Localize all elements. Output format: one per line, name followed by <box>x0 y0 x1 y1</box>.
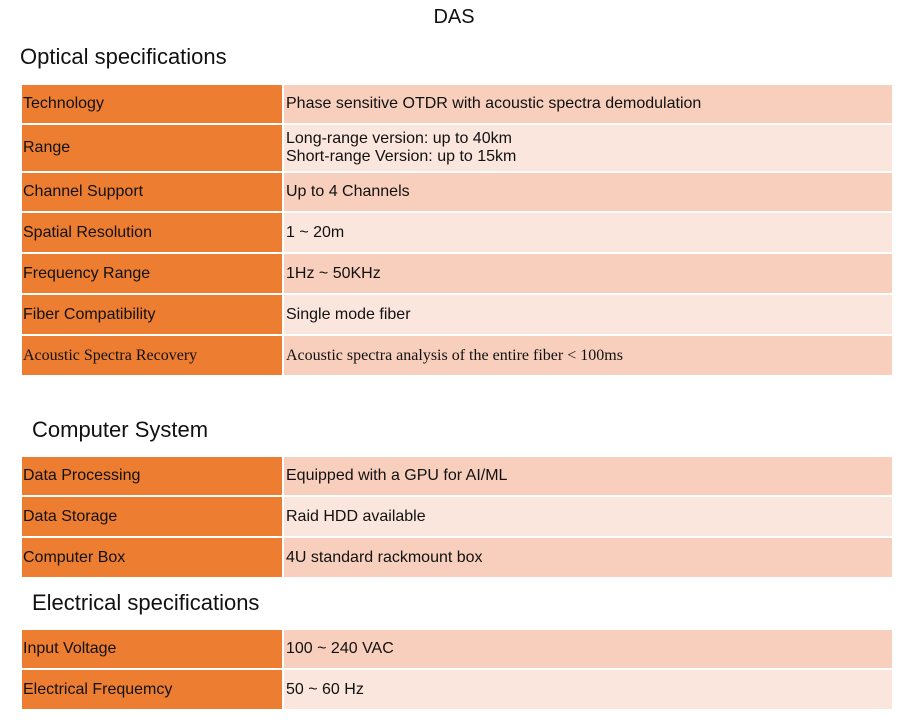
row-label: Electrical Frequemcy <box>22 670 284 709</box>
value-line: Short-range Version: up to 15km <box>286 148 517 165</box>
row-value: Raid HDD available <box>284 497 892 536</box>
row-label: Fiber Compatibility <box>22 295 284 334</box>
row-label: Acoustic Spectra Recovery <box>22 336 284 375</box>
row-label: Frequency Range <box>22 254 284 293</box>
row-value: 50 ~ 60 Hz <box>284 670 892 709</box>
row-label: Spatial Resolution <box>22 213 284 252</box>
row-value: 4U standard rackmount box <box>284 538 892 577</box>
row-label: Computer Box <box>22 538 284 577</box>
table-row: Data Storage Raid HDD available <box>22 497 892 536</box>
table-row: Acoustic Spectra Recovery Acoustic spectr… <box>22 336 892 375</box>
section-heading: Optical specifications <box>20 44 227 69</box>
table-row: Frequency Range 1Hz ~ 50KHz <box>22 254 892 293</box>
table-row: Technology Phase sensitive OTDR with acou… <box>22 85 892 123</box>
row-value: 1Hz ~ 50KHz <box>284 254 892 293</box>
table-row: Fiber Compatibility Single mode fiber <box>22 295 892 334</box>
title: DAS <box>433 6 475 28</box>
row-value: 100 ~ 240 VAC <box>284 630 892 668</box>
row-label: Channel Support <box>22 173 284 211</box>
row-label: Data Storage <box>22 497 284 536</box>
table-row: Electrical Frequemcy 50 ~ 60 Hz <box>22 670 892 709</box>
table-row: Channel Support Up to 4 Channels <box>22 173 892 211</box>
table-row: Range Long-range version: up to 40km Short… <box>22 125 892 171</box>
row-value: Equipped with a GPU for AI/ML <box>284 457 892 495</box>
row-label: Input Voltage <box>22 630 284 668</box>
table-row: Spatial Resolution 1 ~ 20m <box>22 213 892 252</box>
row-label: Technology <box>22 85 284 123</box>
value-line: Long-range version: up to 40km <box>286 130 512 147</box>
row-value: Long-range version: up to 40km Short-rang… <box>284 125 892 171</box>
section-heading: Computer System <box>32 417 209 442</box>
row-value: Phase sensitive OTDR with acoustic spect… <box>284 85 892 123</box>
row-value: 1 ~ 20m <box>284 213 892 252</box>
table-row: Data Processing Equipped with a GPU for A… <box>22 457 892 495</box>
row-label: Range <box>22 125 284 171</box>
section-heading: Electrical specifications <box>32 590 260 615</box>
row-value: Up to 4 Channels <box>284 173 892 211</box>
row-value: Acoustic spectra analysis of the entire … <box>284 336 892 375</box>
table-row: Computer Box 4U standard rackmount box <box>22 538 892 577</box>
row-label: Data Processing <box>22 457 284 495</box>
row-value: Single mode fiber <box>284 295 892 334</box>
table-row: Input Voltage 100 ~ 240 VAC <box>22 630 892 668</box>
